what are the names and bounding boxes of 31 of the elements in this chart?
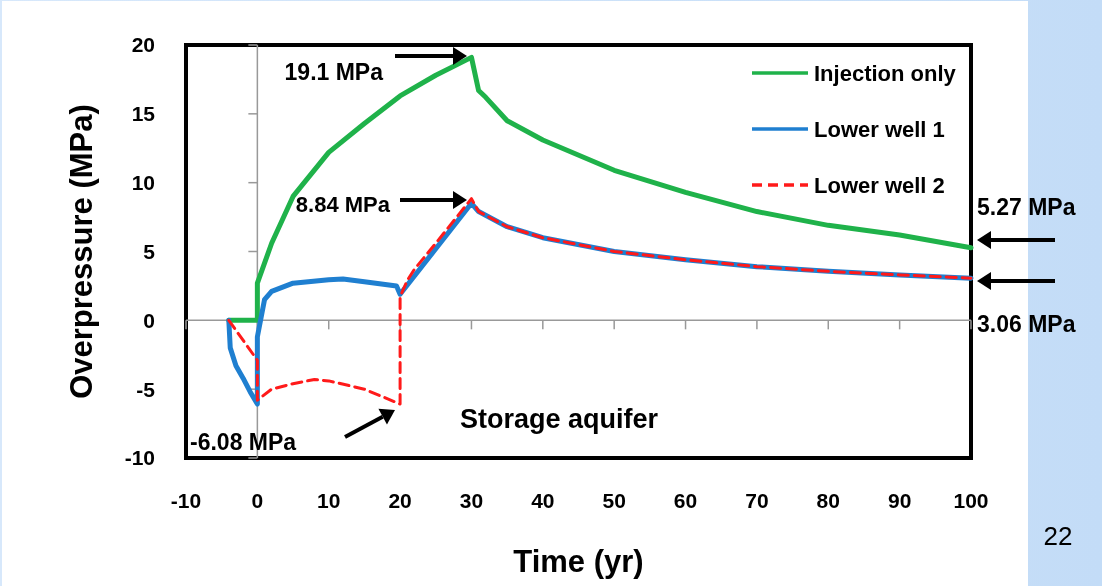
text: 3.06 MPa xyxy=(977,311,1076,337)
y-tick-label: 10 xyxy=(131,171,155,195)
x-tick-label: 10 xyxy=(317,489,341,512)
x-tick-label: -10 xyxy=(170,489,202,512)
x-tick-label: 70 xyxy=(745,489,769,512)
annotation: 19.1 MPa xyxy=(284,59,384,85)
x-tick-label: 30 xyxy=(459,489,484,512)
y-tick-label: 5 xyxy=(143,239,156,263)
x-tick-label: 100 xyxy=(953,489,989,512)
x-tick-label: 60 xyxy=(673,489,698,512)
x-tick-label: 90 xyxy=(887,489,912,512)
legend-label: Injection only xyxy=(814,60,957,86)
x-tick-label: 0 xyxy=(251,489,264,512)
text: 5.27 MPa xyxy=(977,194,1076,220)
y-axis-title: Overpressure (MPa) xyxy=(64,104,99,399)
annotation: 8.84 MPa xyxy=(295,192,391,217)
x-tick-label: 50 xyxy=(602,489,626,512)
y-tick-label: 0 xyxy=(143,308,155,332)
y-tick-label: 20 xyxy=(131,33,155,57)
text: 22 xyxy=(1043,521,1073,551)
y-tick-label: -5 xyxy=(136,377,156,401)
legend-label: Lower well 2 xyxy=(814,172,945,198)
annotation: Storage aquifer xyxy=(460,404,659,434)
x-tick-label: 40 xyxy=(531,489,555,512)
x-axis-title: Time (yr) xyxy=(513,544,644,579)
y-tick-label: 15 xyxy=(131,102,156,126)
y-tick-label: -10 xyxy=(124,446,155,470)
x-tick-label: 20 xyxy=(388,489,412,512)
legend-label: Lower well 1 xyxy=(814,116,945,142)
annotation: -6.08 MPa xyxy=(190,429,297,455)
x-tick-label: 80 xyxy=(816,489,840,512)
